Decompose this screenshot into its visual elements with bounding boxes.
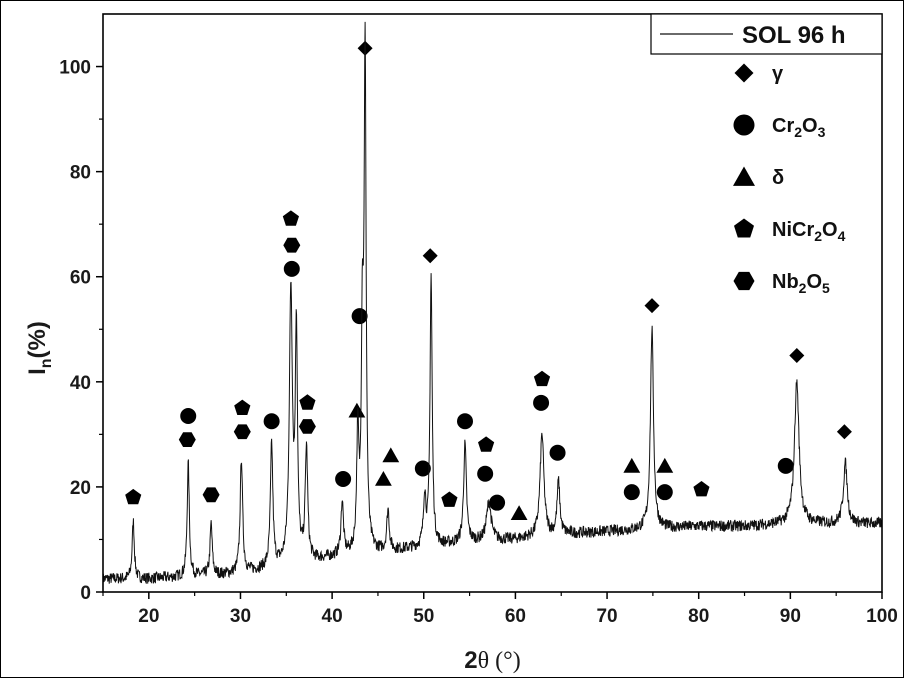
pentagon-phase-marker	[478, 436, 495, 452]
circle-phase-marker	[414, 460, 431, 477]
x-tick-label: 90	[780, 606, 801, 627]
pentagon-phase-marker	[533, 370, 551, 387]
diamond-phase-marker	[422, 248, 438, 264]
y-tick-label: 0	[80, 583, 91, 604]
pentagon-legend-icon	[734, 218, 754, 238]
legend-entry-label: Cr2O3	[772, 115, 826, 140]
hexagon-phase-marker	[298, 419, 316, 434]
x-tick-label: 20	[138, 606, 159, 627]
circle-phase-marker	[777, 457, 794, 474]
triangle-phase-marker	[510, 505, 528, 520]
circle-phase-marker	[533, 394, 550, 411]
circle-phase-marker	[180, 407, 197, 424]
pentagon-phase-marker	[234, 399, 251, 415]
legend-entry-label: Nb2O5	[772, 271, 830, 296]
triangle-phase-marker	[382, 447, 400, 463]
xrd-pattern-line	[102, 21, 883, 585]
circle-phase-marker	[549, 444, 566, 461]
diamond-phase-marker	[644, 298, 660, 314]
x-tick-label: 50	[413, 606, 434, 627]
diamond-legend-icon	[734, 63, 754, 83]
x-tick-label: 30	[230, 606, 251, 627]
pentagon-phase-marker	[125, 488, 142, 505]
circle-phase-marker	[263, 413, 280, 430]
pentagon-phase-marker	[441, 491, 458, 507]
legend-entry-label: γ	[772, 63, 784, 85]
triangle-phase-marker	[623, 457, 641, 473]
x-tick-label: 80	[688, 606, 709, 627]
y-tick-label: 20	[70, 478, 91, 499]
x-tick-label: 40	[322, 606, 343, 627]
pentagon-phase-marker	[282, 210, 299, 226]
legend-entry-label: δ	[772, 167, 784, 189]
circle-phase-marker	[283, 260, 300, 277]
hexagon-phase-marker	[202, 487, 220, 503]
y-axis-title-main: I	[24, 368, 51, 375]
triangle-legend-icon	[733, 166, 755, 186]
phase-markers-layer	[125, 40, 852, 520]
circle-phase-marker	[457, 413, 474, 430]
x-axis-title: 2θ (°)	[464, 647, 520, 674]
x-tick-label: 60	[505, 606, 526, 627]
legend-entry-label: NiCr2O4	[772, 219, 846, 244]
axis-ticks: 20 30 40 50 60 70 80 90 100 0 20 40 60 80 100	[59, 58, 898, 627]
pentagon-phase-marker	[693, 481, 710, 497]
hexagon-legend-icon	[733, 271, 755, 291]
y-tick-label: 40	[70, 373, 91, 394]
y-axis-title-unit: (%)	[24, 321, 51, 358]
y-tick-label: 60	[70, 268, 91, 289]
diamond-phase-marker	[789, 348, 805, 363]
hexagon-phase-marker	[233, 424, 251, 440]
circle-phase-marker	[623, 484, 640, 501]
triangle-phase-marker	[375, 471, 392, 486]
x-tick-label: 100	[866, 606, 898, 627]
legend: SOL 96 h γ Cr2O3 δ NiCr2O4 Nb2O5	[650, 13, 883, 296]
circle-phase-marker	[477, 465, 494, 482]
circle-phase-marker	[656, 484, 673, 501]
circle-phase-marker	[489, 494, 506, 511]
x-axis-title-symbol: θ (°)	[478, 648, 521, 674]
circle-phase-marker	[351, 308, 368, 325]
circle-legend-icon	[733, 114, 755, 136]
y-tick-label: 100	[59, 58, 91, 79]
y-tick-label: 80	[70, 163, 91, 184]
plot-area-border	[102, 13, 883, 593]
hexagon-phase-marker	[283, 237, 301, 253]
y-axis-title-subscript: n	[38, 358, 55, 368]
diamond-phase-marker	[836, 424, 852, 440]
hexagon-phase-marker	[178, 432, 196, 447]
y-axis-title: In(%)	[24, 321, 55, 375]
x-axis-title-main: 2	[464, 647, 477, 674]
pentagon-phase-marker	[299, 394, 316, 410]
triangle-phase-marker	[348, 402, 366, 418]
circle-phase-marker	[335, 471, 352, 488]
x-tick-label: 70	[596, 606, 617, 627]
legend-series-label: SOL 96 h	[742, 22, 846, 49]
triangle-phase-marker	[656, 457, 674, 473]
